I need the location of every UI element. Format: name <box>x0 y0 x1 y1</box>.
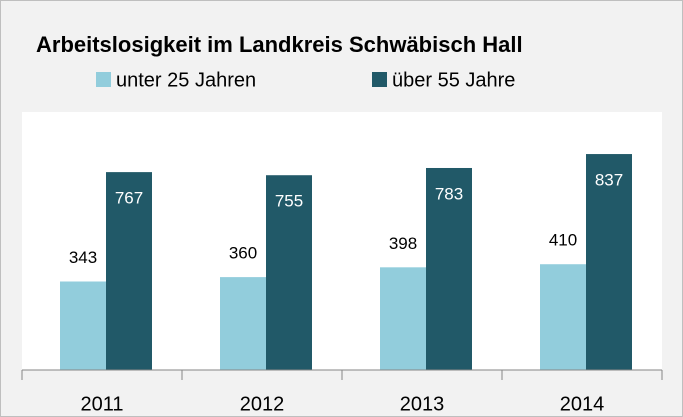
legend-swatch <box>372 72 387 87</box>
x-tick-label: 2012 <box>240 393 285 415</box>
value-label: 783 <box>435 184 463 203</box>
bar <box>106 172 152 370</box>
x-tick-label: 2013 <box>400 393 445 415</box>
bar <box>220 277 266 370</box>
value-label: 837 <box>595 171 623 190</box>
bar <box>60 281 106 370</box>
value-label: 398 <box>389 234 417 253</box>
x-tick-label: 2011 <box>80 393 123 415</box>
value-label: 360 <box>229 244 257 263</box>
value-label: 755 <box>275 192 303 211</box>
bar <box>266 175 312 370</box>
value-label: 410 <box>549 231 577 250</box>
bar <box>540 264 586 370</box>
bar <box>586 154 632 370</box>
value-label: 767 <box>115 189 143 208</box>
legend-label: über 55 Jahre <box>392 69 515 91</box>
legend-label: unter 25 Jahren <box>116 69 256 91</box>
legend-swatch <box>96 72 111 87</box>
chart-title: Arbeitslosigkeit im Landkreis Schwäbisch… <box>36 32 523 57</box>
value-label: 343 <box>69 248 97 267</box>
x-tick-label: 2014 <box>560 393 605 415</box>
bar <box>380 267 426 370</box>
bar <box>426 167 472 370</box>
